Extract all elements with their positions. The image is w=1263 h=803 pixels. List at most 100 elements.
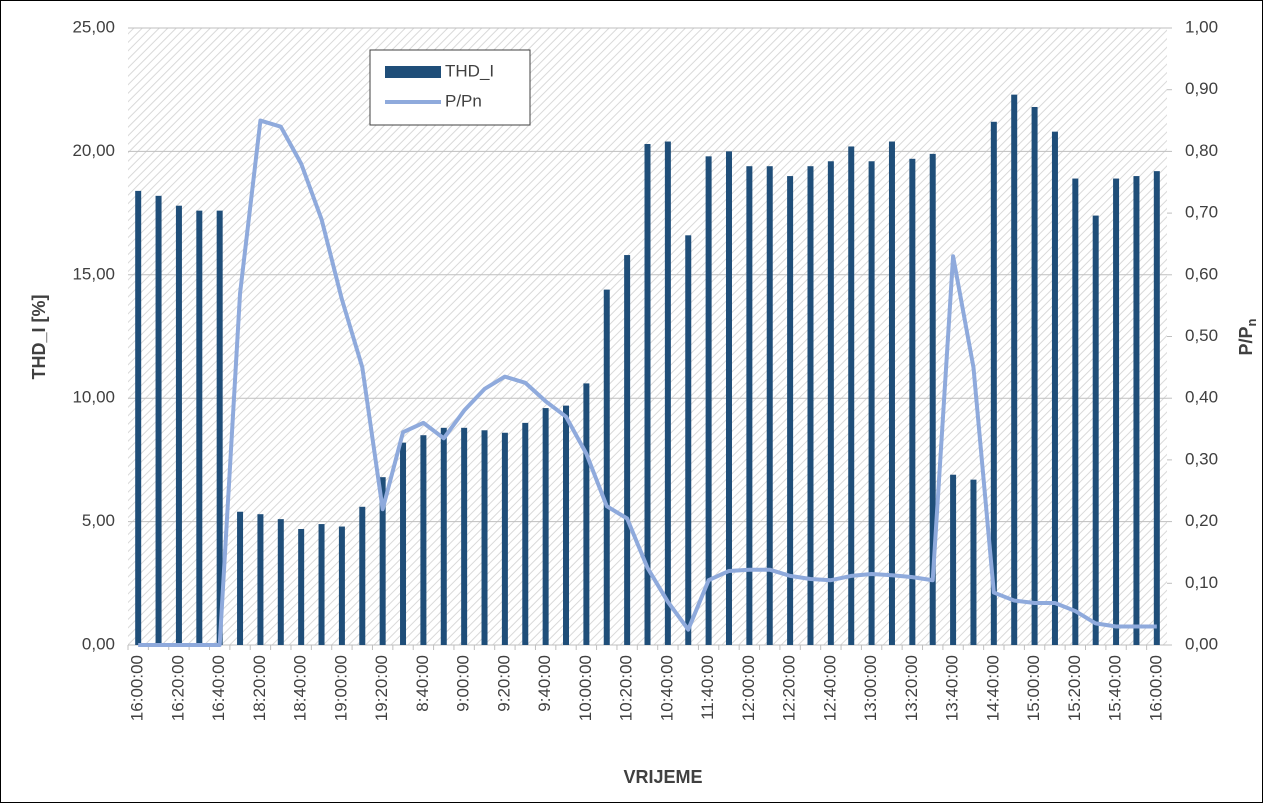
legend-label: P/Pn: [445, 91, 482, 110]
y2-tick-label: 0,80: [1185, 141, 1218, 160]
bar: [501, 432, 508, 645]
bar: [766, 166, 773, 645]
x-tick-label: 16:00:00: [1146, 655, 1165, 721]
y2-tick-label: 0,20: [1185, 511, 1218, 530]
bar: [644, 143, 651, 645]
x-tick-label: 15:20:00: [1065, 655, 1084, 721]
y2-tick-label: 0,70: [1185, 203, 1218, 222]
y-tick-label: 10,00: [72, 388, 115, 407]
x-tick-label: 10:40:00: [657, 655, 676, 721]
bar: [359, 506, 366, 645]
x-tick-label: 9:20:00: [494, 655, 513, 712]
x-tick-label: 18:20:00: [250, 655, 269, 721]
y2-tick-label: 0,40: [1185, 388, 1218, 407]
y-tick-label: 25,00: [72, 17, 115, 36]
bar: [807, 166, 814, 645]
bar: [1051, 131, 1058, 645]
y2-tick-label: 0,90: [1185, 79, 1218, 98]
bar: [481, 430, 488, 645]
bar: [522, 422, 529, 645]
x-tick-label: 15:40:00: [1106, 655, 1125, 721]
x-tick-label: 12:40:00: [820, 655, 839, 721]
bar: [787, 176, 794, 645]
x-tick-label: 13:00:00: [861, 655, 880, 721]
bar: [1153, 171, 1160, 646]
y2-tick-label: 1,00: [1185, 17, 1218, 36]
legend-swatch: [385, 66, 441, 78]
bar: [1031, 106, 1038, 645]
legend: [369, 49, 531, 126]
bar: [929, 153, 936, 646]
x-tick-label: 18:40:00: [291, 655, 310, 721]
x-tick-label: 12:20:00: [780, 655, 799, 721]
bar: [603, 289, 610, 645]
x-tick-label: 15:00:00: [1024, 655, 1043, 721]
bar: [175, 205, 182, 646]
bar: [950, 474, 957, 645]
bar: [888, 141, 895, 645]
bar: [1072, 178, 1079, 645]
bar: [318, 524, 325, 645]
bar: [746, 166, 753, 645]
y2-tick-label: 0,50: [1185, 326, 1218, 345]
x-tick-label: 11:40:00: [698, 655, 717, 720]
y2-tick-label: 0,10: [1185, 573, 1218, 592]
bar: [216, 210, 223, 645]
bar: [277, 519, 284, 645]
bar: [563, 405, 570, 645]
y-tick-label: 15,00: [72, 264, 115, 283]
bar: [1092, 215, 1099, 645]
x-tick-label: 16:40:00: [209, 655, 228, 721]
x-tick-label: 16:20:00: [168, 655, 187, 721]
bar: [237, 511, 244, 645]
x-tick-label: 10:20:00: [617, 655, 636, 721]
bar: [1011, 94, 1018, 646]
bar: [257, 514, 264, 645]
y-axis-title: THD_I [%]: [29, 295, 49, 380]
y-tick-label: 0,00: [82, 634, 115, 653]
bar: [298, 529, 305, 645]
bar: [461, 427, 468, 645]
x-tick-label: 9:40:00: [535, 655, 554, 712]
y-tick-label: 5,00: [82, 511, 115, 530]
x-tick-label: 14:40:00: [983, 655, 1002, 721]
x-tick-label: 8:40:00: [413, 655, 432, 712]
bar: [990, 121, 997, 645]
y2-tick-label: 0,30: [1185, 449, 1218, 468]
x-tick-label: 16:00:00: [128, 655, 147, 721]
bar: [685, 235, 692, 645]
bar: [664, 141, 671, 645]
bar: [338, 526, 345, 645]
bar: [196, 210, 203, 645]
bar: [705, 156, 712, 645]
legend-label: THD_I: [445, 61, 494, 80]
x-tick-label: 13:20:00: [902, 655, 921, 721]
bar: [868, 161, 875, 645]
bar: [827, 161, 834, 645]
x-axis-title: VRIJEME: [623, 767, 702, 787]
bar: [420, 435, 427, 645]
y2-title-sub: n: [1244, 318, 1259, 326]
y2-tick-label: 0,00: [1185, 634, 1218, 653]
bar: [440, 427, 447, 645]
x-tick-label: 9:00:00: [454, 655, 473, 712]
bar: [848, 146, 855, 646]
bar: [400, 442, 407, 645]
x-tick-label: 19:20:00: [372, 655, 391, 721]
bar: [155, 195, 162, 645]
bar: [970, 479, 977, 645]
x-tick-label: 13:40:00: [943, 655, 962, 721]
bar: [379, 477, 386, 645]
bar: [1133, 176, 1140, 645]
x-tick-label: 12:00:00: [739, 655, 758, 721]
y2-title-main: P/P: [1236, 326, 1256, 355]
bar: [725, 151, 732, 645]
bar: [624, 255, 631, 645]
line: [138, 118, 1157, 647]
x-tick-label: 10:00:00: [576, 655, 595, 721]
y2-axis-title: P/Pn: [1236, 318, 1260, 355]
x-tick-label: 19:00:00: [331, 655, 350, 721]
bar: [909, 158, 916, 645]
y-tick-label: 20,00: [72, 141, 115, 160]
